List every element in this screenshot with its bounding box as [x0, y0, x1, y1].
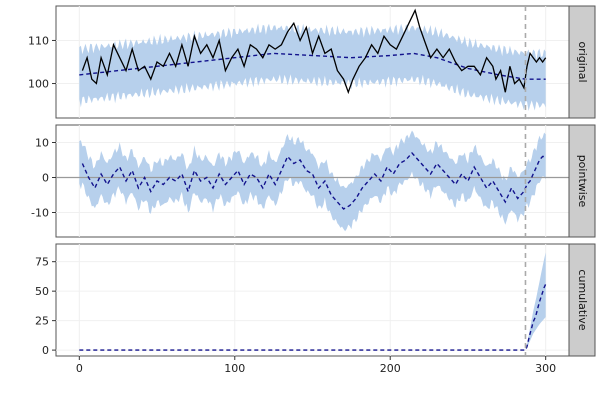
- y-tick-label: 25: [35, 315, 49, 328]
- panel-original-expected-line: [79, 52, 546, 80]
- strip-cumulative: [568, 243, 596, 357]
- panel-original-credible-band: [79, 22, 546, 112]
- x-tick-label: 0: [76, 362, 83, 375]
- panel-cumulative-y-ticks: 0 25 50 75: [35, 256, 56, 357]
- strip-pointwise-label: pointwise: [576, 155, 589, 208]
- panel-cumulative-expected-line: [79, 283, 547, 351]
- y-tick-label: 0: [42, 172, 49, 185]
- y-tick-label: -10: [31, 207, 49, 220]
- panel-pointwise-y-ticks: -10 0 10: [31, 137, 56, 220]
- panel-pointwise-credible-band: [79, 130, 546, 232]
- y-tick-label: 10: [35, 137, 49, 150]
- panel-cumulative-frame: [55, 243, 570, 357]
- panel-cumulative: 0 25 50 75 cumulative: [35, 243, 596, 357]
- x-axis-ticks: 0 100 200 300: [76, 356, 556, 375]
- panel-original-observed-line: [81, 8, 547, 95]
- y-tick-label: 0: [42, 344, 49, 357]
- strip-cumulative-label: cumulative: [576, 269, 589, 330]
- strip-original-label: original: [576, 41, 589, 82]
- strip-original: [568, 5, 596, 119]
- x-tick-label: 100: [224, 362, 245, 375]
- y-tick-label: 50: [35, 285, 49, 298]
- panel-pointwise: -10 0 10 pointwise: [31, 124, 596, 238]
- panel-original: 100 110 original: [28, 5, 596, 119]
- strip-pointwise: [568, 124, 596, 238]
- y-tick-label: 110: [28, 34, 49, 47]
- panel-original-y-ticks: 100 110: [28, 34, 56, 91]
- x-tick-label: 200: [380, 362, 401, 375]
- x-tick-label: 300: [535, 362, 556, 375]
- y-tick-label: 100: [28, 78, 49, 91]
- y-tick-label: 75: [35, 256, 49, 269]
- panel-pointwise-expected-line: [81, 151, 546, 210]
